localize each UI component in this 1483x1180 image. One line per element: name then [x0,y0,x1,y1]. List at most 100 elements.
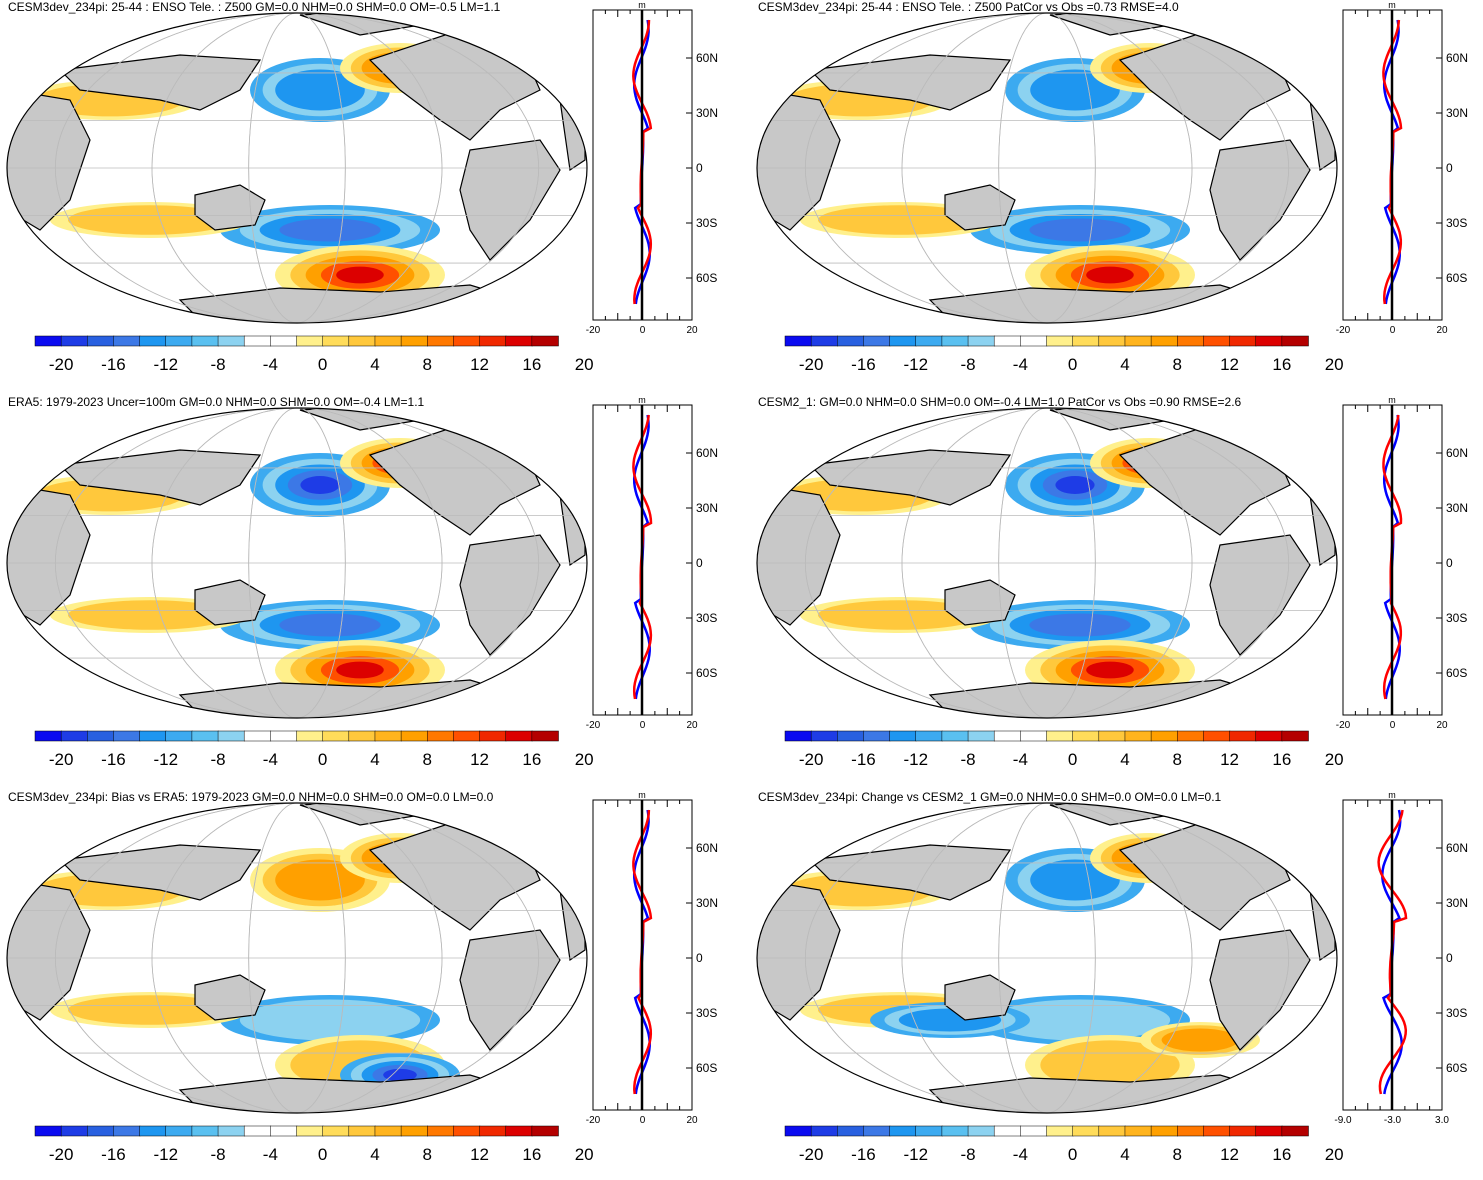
colorbar-swatch [1229,335,1257,347]
land-mass [1209,929,1311,1051]
anomaly-contour [989,999,1171,1041]
zonal-xtick-label: -20 [1336,720,1351,731]
map-outline [756,407,1338,719]
anomaly-contour [1055,476,1095,494]
zonal-unit-label: m [638,790,646,800]
land-mass [808,449,1012,506]
colorbar-label: -12 [153,750,178,769]
colorbar-label: 8 [423,355,432,374]
colorbar-label: -4 [263,355,278,374]
colorbar-label: 12 [1220,355,1239,374]
latitude-label: 60S [1446,666,1467,680]
colorbar-swatch [837,1125,865,1137]
colorbar-swatch [837,730,865,742]
colorbar-label: 16 [522,750,541,769]
colorbar-swatch [427,335,455,347]
colorbar-label: 20 [575,355,594,374]
colorbar-swatch [889,730,917,742]
zonal-mean-plot: m -20 0 20 60N 30N 0 30S 60S [586,0,718,336]
anomaly-contour [1029,218,1131,242]
latitude-label: 60N [696,51,718,65]
latitude-label: 60S [1446,1061,1467,1075]
zonal-xtick-label: -20 [1336,325,1351,336]
land-mass [194,579,266,626]
map-outline [6,12,588,324]
colorbar-swatch [296,730,324,742]
colorbar-swatch [1255,730,1283,742]
zonal-xtick-label: 0 [640,1115,646,1126]
colorbar-swatch [1072,730,1100,742]
colorbar-label: 4 [370,355,379,374]
colorbar-swatch [322,1125,350,1137]
colorbar-swatch [784,1125,812,1137]
colorbar-swatch [505,335,533,347]
anomaly-contour [300,476,340,494]
land-mass [58,844,262,901]
zonal-mean-plot: m -9.0 -3.0 3.0 60N 30N 0 30S 60S [1334,790,1468,1126]
map [757,408,1337,718]
colorbar-label: 20 [575,1145,594,1164]
colorbar-swatch [863,335,891,347]
colorbar-swatch [1020,1125,1048,1137]
map-panel-2: CESM3dev_234pi: 25-44 : ENSO Tele. : Z50… [750,0,1483,390]
colorbar-label: -16 [101,750,126,769]
colorbar-swatch [863,730,891,742]
zonal-xtick-label: -20 [586,720,601,731]
anomaly-contour [336,661,384,679]
colorbar-label: -16 [851,1145,876,1164]
colorbar-label: 0 [318,355,327,374]
colorbar-swatch [139,730,167,742]
colorbar-swatch [1046,1125,1074,1137]
latitude-label: 30S [696,1006,717,1020]
latitude-label: 30S [696,216,717,230]
anomaly-contour [1086,661,1134,679]
anomaly-contour [1086,266,1134,284]
latitude-label: 0 [696,556,703,570]
colorbar-label: 0 [1068,1145,1077,1164]
colorbar-label: 8 [1173,750,1182,769]
latitude-label: 30S [1446,1006,1467,1020]
land-mass [808,54,1012,111]
anomaly-contour [818,205,982,235]
colorbar-swatch [400,1125,429,1137]
colorbar-swatch [453,1125,481,1137]
land-mass [58,54,262,111]
colorbar-swatch [165,730,193,742]
anomaly-contour [1029,613,1131,637]
colorbar-swatch [479,730,507,742]
colorbar-label: 16 [522,1145,541,1164]
colorbar-label: -16 [101,355,126,374]
colorbar-swatch [505,730,533,742]
colorbar-swatch [967,730,995,742]
latitude-label: 30N [1446,896,1468,910]
colorbar-swatch [967,335,995,347]
anomaly-contour [383,1068,417,1082]
colorbar-swatch [453,335,481,347]
colorbar-label: 8 [1173,355,1182,374]
panel-graphics: -20 -16 -12 -8 -4 0 4 8 12 16 20 m -9.0 -3.0 3.0 60N 30N… [756,790,1468,1164]
colorbar-label: -12 [903,750,928,769]
colorbar-swatch [1020,335,1048,347]
colorbar-label: 20 [1325,750,1344,769]
colorbar-swatch [400,730,429,742]
colorbar-swatch [1281,335,1309,347]
map [757,803,1337,1113]
land-mass [944,974,1016,1021]
colorbar-swatch [531,1125,559,1137]
colorbar-swatch [322,730,350,742]
colorbar-swatch [1150,1125,1179,1137]
colorbar-swatch [1046,335,1074,347]
zonal-xtick-label: 0 [1390,720,1396,731]
colorbar-swatch [1098,335,1126,347]
panel-graphics: -20 -16 -12 -8 -4 0 4 8 12 16 20 m -20 0 20 60N 30N 0 30S 6… [756,395,1468,769]
colorbar-label: -16 [851,355,876,374]
zonal-unit-label: m [638,395,646,405]
zonal-mean-plot: m -20 0 20 60N 30N 0 30S 60S [586,395,718,731]
colorbar-label: 20 [1325,1145,1344,1164]
colorbar-label: 12 [1220,750,1239,769]
colorbar-label: -20 [49,355,74,374]
colorbar-label: 4 [1120,1145,1129,1164]
colorbar-label: -8 [960,1145,975,1164]
map [7,408,587,718]
colorbar-swatch [1098,1125,1126,1137]
